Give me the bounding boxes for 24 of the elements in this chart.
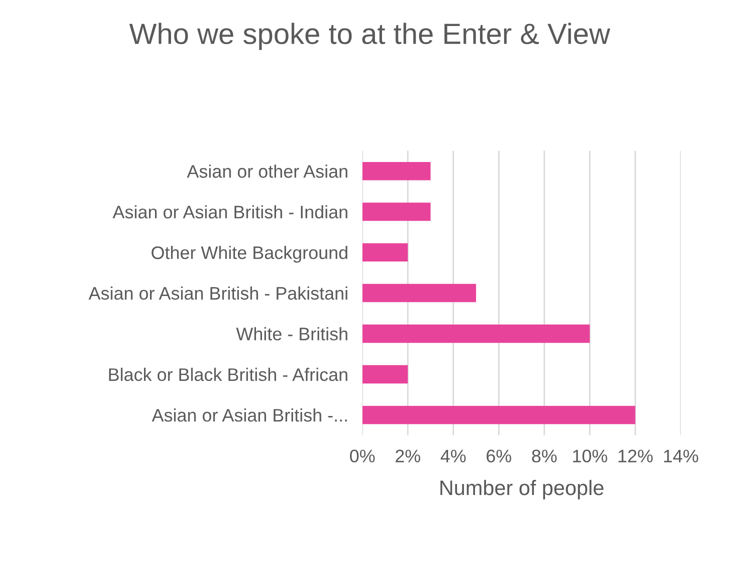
x-tick-label: 12% [618,450,653,462]
bar [362,202,431,221]
y-tick-label: Asian or Asian British - Indian [112,205,348,218]
bar [362,365,408,384]
y-tick-label: Asian or other Asian [186,164,348,178]
x-tick-label: 0% [350,450,375,462]
y-tick-label: Asian or Asian British - Pakistani [88,286,348,300]
bar [362,243,408,262]
bar [362,406,636,424]
bar [362,284,476,302]
x-tick-label: 6% [486,450,512,462]
x-axis-title: Number of people [440,480,604,500]
bar [362,324,590,343]
x-tick-label: 8% [532,450,557,462]
y-tick-label: Other White Background [152,246,348,263]
chart-title: Who we spoke to at the Enter & View [129,22,610,50]
bar [362,162,431,180]
y-tick-label: Black or Black British - African [109,368,348,382]
x-tick-label: 2% [396,450,420,462]
y-tick-label: White - British [236,327,348,340]
x-tick-label: 4% [440,450,466,462]
x-tick-label: 10% [573,450,608,462]
y-tick-label: Asian or Asian British -... [152,408,347,422]
x-tick-label: 14% [664,450,698,462]
